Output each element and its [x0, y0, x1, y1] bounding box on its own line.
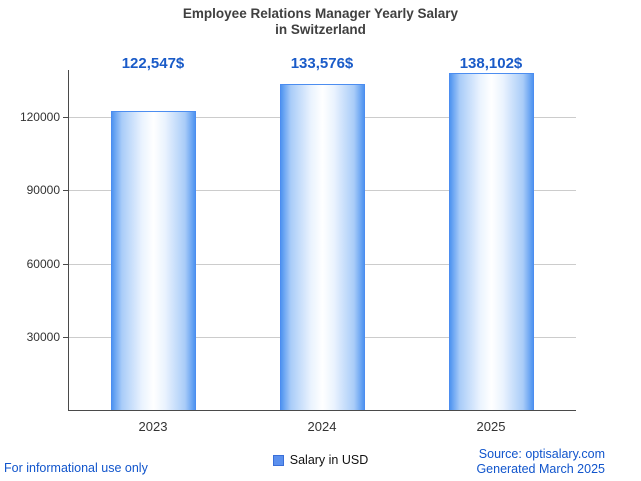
y-tick-label: 30000 [26, 330, 60, 344]
legend-label: Salary in USD [289, 453, 369, 467]
source-link[interactable]: Source: optisalary.com [478, 447, 605, 461]
bar-value-label-2023: 122,547$ [121, 55, 185, 72]
y-tick-label: 60000 [26, 257, 60, 271]
y-tick-mark [63, 264, 68, 265]
chart-title-line1: Employee Relations Manager Yearly Salary [182, 6, 459, 21]
y-tick-mark [63, 117, 68, 118]
chart-title-line2: in Switzerland [275, 22, 366, 37]
plot-area [68, 70, 576, 411]
legend[interactable]: Salary in USD [0, 452, 641, 468]
bar-value-label-2025: 138,102$ [459, 55, 523, 72]
y-tick-mark [63, 190, 68, 191]
y-tick-label: 120000 [19, 110, 60, 124]
bar-2023[interactable] [111, 111, 196, 410]
chart-title: Employee Relations Manager Yearly Salary… [0, 6, 641, 38]
generated-text: Generated March 2025 [476, 462, 605, 476]
value-labels: 122,547$ 133,576$ 138,102$ [0, 55, 641, 75]
x-tick-label-2025: 2025 [476, 419, 506, 434]
source-block: Source: optisalary.com Generated March 2… [476, 447, 605, 477]
bar-2024[interactable] [280, 84, 365, 410]
bar-2025[interactable] [449, 73, 534, 410]
x-tick-label-2023: 2023 [138, 419, 168, 434]
y-tick-label: 90000 [26, 183, 60, 197]
disclaimer-text: For informational use only [4, 461, 148, 475]
x-tick-label-2024: 2024 [307, 419, 337, 434]
y-tick-mark [63, 337, 68, 338]
bar-value-label-2024: 133,576$ [290, 55, 354, 72]
legend-swatch-icon [272, 454, 284, 466]
